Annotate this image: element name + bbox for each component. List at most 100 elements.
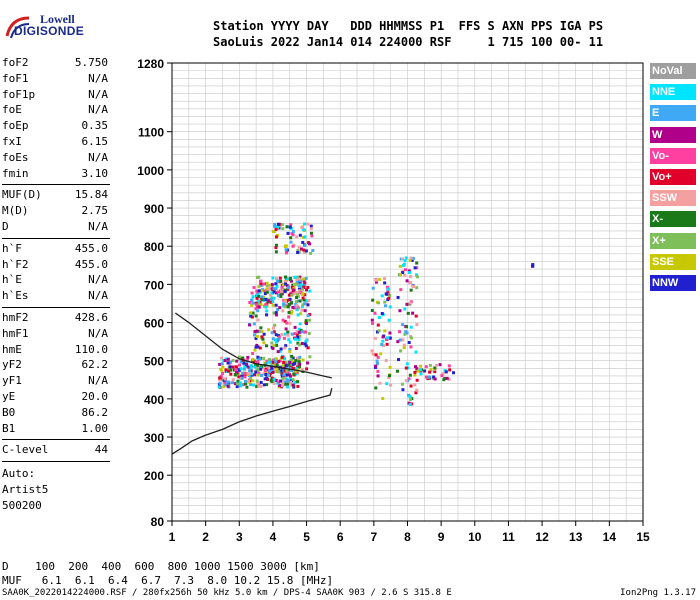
echo-point: [281, 227, 285, 231]
echo-point: [228, 365, 232, 369]
echo-point: [273, 358, 277, 362]
echo-point: [258, 346, 262, 350]
param-row: h`Es N/A: [2, 289, 108, 303]
echo-point: [260, 329, 264, 333]
echo-point: [260, 335, 264, 339]
echo-point: [300, 287, 304, 291]
echo-point: [371, 352, 375, 356]
echo-point: [386, 336, 390, 340]
echo-point: [274, 243, 278, 247]
echo-point: [389, 383, 393, 387]
echo-point: [404, 379, 408, 383]
param-separator: [2, 461, 110, 463]
echo-point: [440, 374, 444, 378]
echo-point: [274, 227, 278, 231]
echo-point: [246, 355, 250, 359]
echo-point: [293, 275, 297, 279]
echo-point: [274, 340, 278, 344]
echo-point: [267, 360, 271, 364]
echo-point: [281, 283, 285, 287]
echo-point: [256, 363, 260, 367]
echo-point: [274, 235, 278, 239]
echo-point: [291, 305, 295, 309]
echo-point: [445, 376, 449, 380]
echo-point: [387, 376, 391, 380]
echo-point: [289, 377, 293, 381]
echo-point: [388, 331, 392, 335]
echo-point: [294, 358, 298, 362]
echo-point: [273, 323, 277, 327]
param-row: hmE 110.0: [2, 343, 108, 357]
echo-point: [275, 367, 279, 371]
echo-point: [419, 372, 423, 376]
echo-point: [277, 380, 281, 384]
x-tick-label: 10: [468, 530, 482, 544]
echo-point: [223, 359, 227, 363]
echo-point: [229, 368, 233, 372]
echo-point: [257, 294, 261, 298]
echo-point: [296, 368, 300, 372]
echo-point: [388, 365, 392, 369]
param-row: fmin 3.10: [2, 167, 108, 181]
echo-point: [256, 381, 260, 385]
echo-point: [286, 305, 290, 309]
param-key: h`Es: [2, 289, 29, 303]
echo-point: [296, 294, 300, 298]
echo-point: [292, 372, 296, 376]
echo-point: [374, 278, 378, 282]
echo-point: [241, 356, 245, 360]
echo-point: [291, 356, 295, 360]
param-row: foEs N/A: [2, 151, 108, 165]
echo-point: [295, 296, 299, 300]
echo-point: [268, 369, 272, 373]
echo-point: [226, 361, 230, 365]
param-value: N/A: [88, 87, 108, 101]
echo-point: [395, 369, 399, 373]
echo-point: [279, 347, 283, 351]
echo-point: [261, 337, 265, 341]
echo-point: [311, 249, 315, 253]
echo-point: [300, 342, 304, 346]
echo-point: [297, 277, 301, 281]
echo-point: [290, 367, 294, 371]
echo-point: [309, 227, 313, 231]
echo-point: [256, 373, 260, 377]
param-key: B0: [2, 405, 16, 419]
echo-point: [276, 279, 280, 283]
echo-point: [298, 275, 302, 279]
echo-point: [370, 349, 374, 353]
echo-point: [402, 343, 406, 347]
echo-point: [295, 280, 299, 284]
echo-point: [219, 367, 223, 371]
echo-point: [370, 309, 374, 313]
echo-point: [274, 291, 278, 295]
echo-point: [296, 384, 300, 388]
echo-point: [409, 325, 413, 329]
param-row: foF1 N/A: [2, 72, 108, 86]
echo-point: [274, 250, 278, 254]
y-tick-label: 700: [144, 278, 164, 292]
echo-point: [292, 292, 296, 296]
echo-point: [429, 367, 433, 371]
echo-point: [267, 287, 271, 291]
echo-point: [447, 364, 451, 368]
param-key: foEs: [2, 150, 29, 164]
echo-point: [284, 275, 288, 279]
echo-point: [386, 292, 390, 296]
echo-point: [385, 342, 389, 346]
echo-point: [371, 286, 375, 290]
echo-point: [231, 358, 235, 362]
echo-point: [243, 371, 247, 375]
param-value: 0.35: [81, 119, 109, 133]
echo-point: [265, 344, 269, 348]
echo-point: [260, 295, 264, 299]
echo-point: [277, 335, 281, 339]
echo-point: [403, 268, 407, 272]
echo-point: [403, 307, 407, 311]
echo-point: [408, 373, 412, 377]
param-key: MUF(D): [2, 188, 42, 202]
echo-point: [227, 367, 231, 371]
echo-point: [291, 230, 295, 234]
echo-point: [250, 372, 254, 376]
echo-point: [266, 299, 270, 303]
